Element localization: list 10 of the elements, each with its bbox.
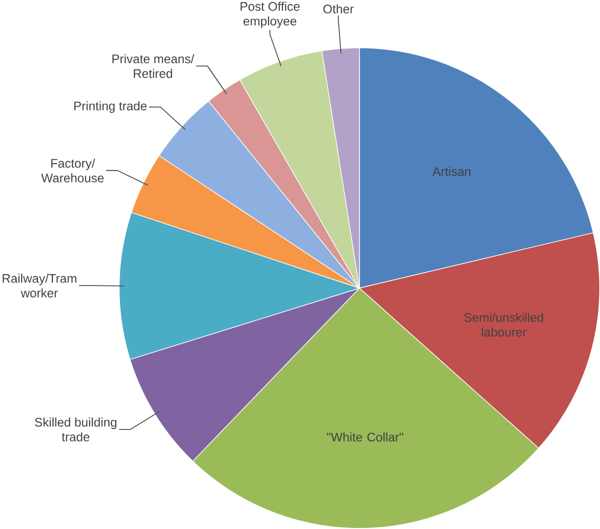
slice-label: Artisan: [432, 166, 470, 176]
slice-label: Printing trade: [74, 101, 147, 113]
slice-label: Semi/unskilled labourer: [464, 312, 544, 337]
slice-label: Railway/Tram worker: [2, 274, 76, 298]
slice-label: Skilled building trade: [34, 418, 116, 442]
slice-label: Other: [323, 4, 354, 14]
slice-label: Post Office employee: [240, 2, 300, 28]
slice-label: "White Collar": [327, 432, 404, 442]
slice-label: Private means/ Retired: [112, 54, 194, 78]
slice-label: Factory/ Warehouse: [41, 158, 104, 183]
